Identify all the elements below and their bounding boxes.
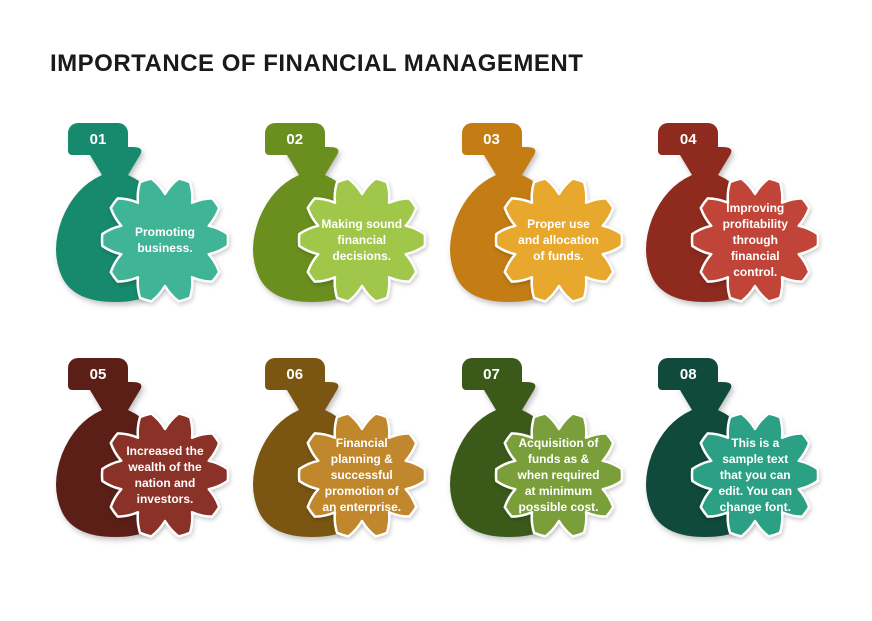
page-title: IMPORTANCE OF FINANCIAL MANAGEMENT	[50, 50, 822, 78]
item-number-tab: 07	[462, 358, 522, 390]
item-text: Making sound financial decisions.	[297, 175, 427, 305]
item-number-tab: 08	[658, 358, 718, 390]
item-text: Financial planning & successful promotio…	[297, 410, 427, 540]
gear-icon: Financial planning & successful promotio…	[297, 410, 427, 540]
item-number-tab: 06	[265, 358, 325, 390]
infographic-item: 07 Acquisition of funds as & when requir…	[444, 358, 626, 558]
gear-icon: Proper use and allocation of funds.	[494, 175, 624, 305]
item-number-tab: 02	[265, 123, 325, 155]
item-number-tab: 05	[68, 358, 128, 390]
infographic-grid: 01 Promoting business. 02 Making sound f…	[50, 123, 822, 558]
infographic-item: 04 Improving profitability through finan…	[640, 123, 822, 323]
gear-icon: Increased the wealth of the nation and i…	[100, 410, 230, 540]
gear-icon: Promoting business.	[100, 175, 230, 305]
gear-icon: Acquisition of funds as & when required …	[494, 410, 624, 540]
gear-icon: Making sound financial decisions.	[297, 175, 427, 305]
gear-icon: This is a sample text that you can edit.…	[690, 410, 820, 540]
item-text: Promoting business.	[100, 175, 230, 305]
infographic-item: 08 This is a sample text that you can ed…	[640, 358, 822, 558]
item-text: This is a sample text that you can edit.…	[690, 410, 820, 540]
item-text: Increased the wealth of the nation and i…	[100, 410, 230, 540]
item-text: Improving profitability through financia…	[690, 175, 820, 305]
infographic-item: 02 Making sound financial decisions.	[247, 123, 429, 323]
item-text: Acquisition of funds as & when required …	[494, 410, 624, 540]
infographic-item: 05 Increased the wealth of the nation an…	[50, 358, 232, 558]
item-number-tab: 01	[68, 123, 128, 155]
infographic-item: 01 Promoting business.	[50, 123, 232, 323]
item-text: Proper use and allocation of funds.	[494, 175, 624, 305]
item-number-tab: 03	[462, 123, 522, 155]
infographic-item: 06 Financial planning & successful promo…	[247, 358, 429, 558]
gear-icon: Improving profitability through financia…	[690, 175, 820, 305]
item-number-tab: 04	[658, 123, 718, 155]
infographic-item: 03 Proper use and allocation of funds.	[444, 123, 626, 323]
